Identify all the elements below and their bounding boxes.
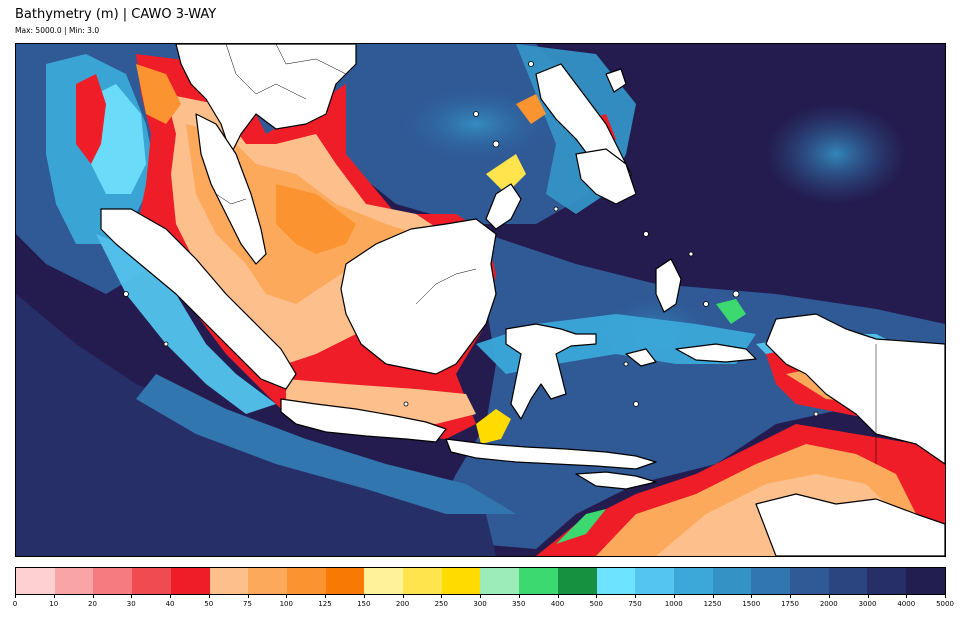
- halmahera: [655, 258, 682, 313]
- colorbar-swatch: [209, 568, 249, 594]
- colorbar-tick-mark: [518, 595, 520, 598]
- colorbar-tick-mark: [92, 595, 94, 598]
- depth-colorbar: [15, 567, 946, 595]
- colorbar-swatch: [132, 568, 171, 594]
- colorbar-tick-mark: [170, 595, 171, 598]
- colorbar-tick-label: 75: [243, 600, 252, 608]
- malay-peninsula: [195, 113, 267, 265]
- new-guinea: [765, 313, 945, 465]
- colorbar-tick-label: 30: [126, 600, 136, 608]
- colorbar-tick-label: 250: [434, 600, 448, 608]
- colorbar-swatch: [248, 568, 287, 594]
- colorbar-tick-mark: [557, 595, 559, 598]
- colorbar-swatch: [790, 568, 829, 594]
- colorbar-tick-label: 1500: [742, 600, 761, 608]
- colorbar-swatch: [828, 568, 868, 594]
- colorbar-swatch: [673, 568, 713, 594]
- colorbar-ticks: 0 10 20 30 40 50 75 100 125 150 200 250 300 350 400 500…: [12, 595, 954, 609]
- colorbar-tick-mark: [131, 595, 133, 598]
- colorbar-tick-mark: [208, 595, 210, 598]
- colorbar-swatch: [170, 568, 210, 594]
- colorbar-swatch: [906, 568, 945, 594]
- colorbar-tick-mark: [53, 595, 55, 598]
- colorbar-tick-mark: [596, 595, 598, 598]
- colorbar-tick-mark: [15, 595, 16, 598]
- colorbar-tick-mark: [712, 595, 714, 598]
- colorbar-tick-label: 350: [512, 600, 526, 608]
- north-australia: [755, 493, 945, 556]
- palawan: [485, 183, 522, 230]
- colorbar-swatch: [596, 568, 636, 594]
- colorbar-tick-label: 1750: [781, 600, 799, 608]
- colorbar-tick-label: 1250: [703, 600, 722, 608]
- taiwan-islet: [605, 68, 627, 93]
- colorbar-tick-label: 5000: [936, 600, 954, 608]
- colorbar-tick-label: 50: [204, 600, 214, 608]
- colorbar-swatch: [635, 568, 674, 594]
- colorbar-tick-mark: [790, 595, 791, 598]
- colorbar-swatch: [480, 568, 520, 594]
- colorbar-tick-label: 3000: [858, 600, 877, 608]
- colorbar-tick-label: 150: [357, 600, 371, 608]
- colorbar-tick-mark: [363, 595, 365, 598]
- colorbar-tick-label: 20: [88, 600, 97, 608]
- sulawesi: [505, 323, 597, 420]
- colorbar-tick-mark: [906, 595, 908, 598]
- colorbar-swatch: [441, 568, 481, 594]
- colorbar-tick-label: 100: [279, 600, 293, 608]
- seram: [675, 343, 757, 363]
- colorbar-tick-label: 300: [473, 600, 487, 608]
- colorbar-swatch: [403, 568, 442, 594]
- colorbar-tick-mark: [286, 595, 288, 598]
- colorbar-tick-label: 200: [395, 600, 410, 608]
- borneo: [340, 218, 497, 375]
- colorbar-tick-mark: [441, 595, 443, 598]
- landmasses: [100, 44, 945, 556]
- sumatra: [100, 208, 297, 390]
- mindanao: [575, 148, 637, 205]
- colorbar-tick-label: 4000: [897, 600, 916, 608]
- colorbar-swatch: [364, 568, 404, 594]
- colorbar-swatch: [867, 568, 907, 594]
- mainland-asia: [175, 44, 357, 155]
- buru: [625, 348, 657, 367]
- chart-subtitle: Max: 5000.0 | Min: 3.0: [15, 26, 100, 35]
- colorbar-swatch: [751, 568, 791, 594]
- colorbar-tick-mark: [945, 595, 946, 598]
- colorbar-tick-mark: [247, 595, 249, 598]
- colorbar-swatch: [16, 568, 55, 594]
- chart-title: Bathymetry (m) | CAWO 3-WAY: [15, 7, 217, 22]
- colorbar-tick-label: 400: [550, 600, 565, 608]
- java: [280, 398, 447, 443]
- colorbar-swatch: [519, 568, 558, 594]
- colorbar-swatch: [286, 568, 326, 594]
- colorbar-swatch: [54, 568, 94, 594]
- colorbar-tick-mark: [635, 595, 636, 598]
- colorbar-tick-mark: [828, 595, 830, 598]
- colorbar-tick-label: 125: [318, 600, 332, 608]
- colorbar-tick-label: 2000: [819, 600, 838, 608]
- colorbar-tick-mark: [867, 595, 869, 598]
- colorbar-tick-label: 40: [165, 600, 175, 608]
- colorbar-tick-label: 750: [628, 600, 642, 608]
- colorbar-tick-label: 500: [589, 600, 603, 608]
- colorbar-swatch: [557, 568, 597, 594]
- small-islands: [123, 61, 819, 417]
- colorbar-tick-mark: [402, 595, 404, 598]
- colorbar-tick-label: 10: [49, 600, 59, 608]
- borders: [215, 44, 877, 464]
- colorbar-swatch: [712, 568, 752, 594]
- colorbar-tick-mark: [480, 595, 481, 598]
- colorbar-swatch: [93, 568, 133, 594]
- colorbar-tick-mark: [751, 595, 753, 598]
- colorbar-tick-label: 1000: [664, 600, 683, 608]
- timor: [575, 471, 657, 490]
- colorbar-tick-mark: [673, 595, 675, 598]
- bathymetry-map: [15, 43, 946, 557]
- colorbar-tick-label: 0: [12, 600, 18, 608]
- colorbar-swatch: [325, 568, 365, 594]
- lesser-sundas: [445, 438, 657, 470]
- colorbar-tick-mark: [325, 595, 326, 598]
